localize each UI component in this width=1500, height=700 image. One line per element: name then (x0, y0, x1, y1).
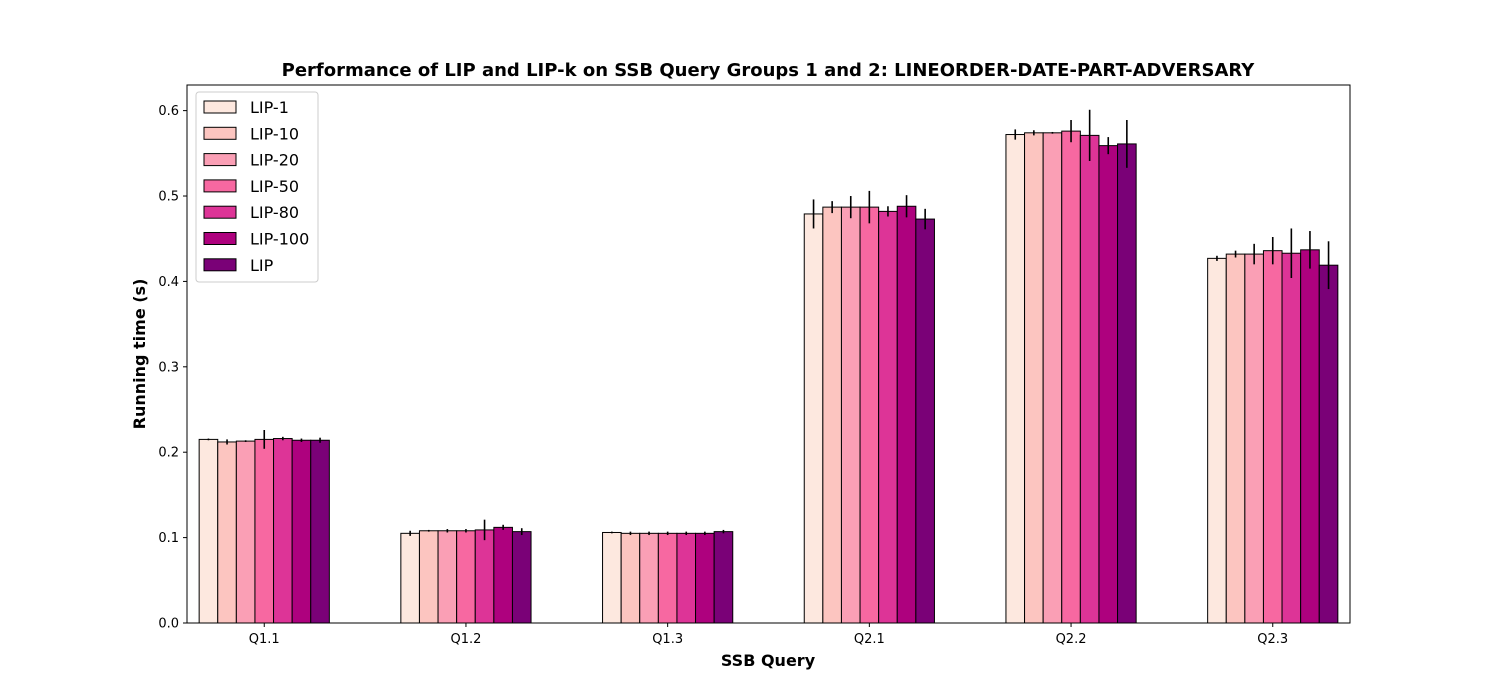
x-axis-label: SSB Query (721, 651, 816, 670)
bar (400, 532, 420, 624)
legend-swatch (203, 205, 237, 219)
legend-label: LIP-50 (250, 177, 299, 196)
y-tick-label: 0.1 (158, 531, 179, 546)
x-tick-label: Q2.1 (854, 632, 885, 647)
bar (713, 531, 734, 624)
legend-label: LIP (250, 256, 274, 275)
bar (620, 532, 641, 624)
bar (217, 441, 237, 624)
bar (511, 531, 532, 624)
legend-label: LIP-100 (250, 230, 309, 249)
bar (291, 439, 312, 624)
legend-label: LIP-1 (250, 98, 289, 117)
bar (1281, 252, 1302, 624)
bar (1061, 130, 1081, 624)
legend-label: LIP-20 (250, 151, 299, 170)
bar (1005, 134, 1026, 624)
bar (1244, 253, 1264, 624)
x-tick-label: Q1.1 (249, 632, 280, 647)
legend-swatch (203, 153, 237, 167)
x-tick-label: Q1.3 (652, 632, 683, 647)
y-tick-label: 0.5 (158, 190, 179, 205)
bar (418, 530, 439, 624)
bars-group (198, 130, 1339, 624)
bar (235, 440, 256, 624)
legend-swatch (203, 100, 237, 114)
bar (822, 206, 842, 624)
x-axis: Q1.1 Q1.2 Q1.3 Q2.1 Q2.2 Q2.3 (249, 623, 1288, 647)
y-axis-label: Running time (s) (130, 279, 149, 430)
bar (1300, 249, 1320, 624)
bar (803, 213, 824, 624)
bar (639, 532, 659, 624)
y-tick-label: 0.0 (158, 617, 179, 632)
x-tick-label: Q1.2 (450, 632, 481, 647)
plot-area-frame (186, 84, 1351, 624)
bar (474, 529, 495, 624)
bar (493, 526, 513, 624)
y-tick-label: 0.3 (158, 360, 179, 375)
bar (859, 206, 880, 624)
bar (254, 438, 275, 624)
legend-swatch (203, 258, 237, 272)
bar (1262, 250, 1283, 624)
y-tick-label: 0.4 (158, 275, 179, 290)
y-axis: 0.0 0.1 0.2 0.3 0.4 0.5 0.6 (158, 104, 187, 632)
bar (1098, 145, 1119, 624)
legend-swatch (203, 232, 237, 245)
bar (695, 532, 715, 624)
bar (878, 210, 898, 624)
legend-label: LIP-80 (250, 203, 299, 222)
bar (1207, 257, 1227, 624)
bar (456, 530, 476, 624)
bar (1042, 132, 1063, 624)
bar (310, 439, 330, 624)
bar (676, 532, 697, 624)
legend: LIP-1 LIP-10 LIP-20 LIP-50 LIP-80 LIP-100 LIP (195, 91, 319, 283)
bar (896, 205, 917, 624)
bar (437, 530, 458, 624)
bar (273, 438, 293, 624)
bar (657, 532, 678, 624)
y-tick-label: 0.6 (158, 104, 179, 119)
x-tick-label: Q2.2 (1056, 632, 1087, 647)
bar (602, 531, 622, 624)
bar (1024, 132, 1044, 624)
bar (1318, 264, 1339, 624)
error-bars-group (207, 109, 1330, 541)
chart-title: Performance of LIP and LIP-k on SSB Quer… (282, 60, 1256, 81)
bar (1117, 143, 1137, 624)
legend-swatch (203, 179, 237, 193)
bar (915, 218, 935, 624)
y-tick-label: 0.2 (158, 446, 179, 461)
legend-swatch (203, 126, 237, 140)
bar (1225, 253, 1246, 624)
bar (840, 206, 861, 624)
bar (1079, 134, 1100, 624)
legend-label: LIP-10 (250, 124, 299, 143)
x-tick-label: Q2.3 (1257, 632, 1288, 647)
bar (198, 438, 219, 624)
